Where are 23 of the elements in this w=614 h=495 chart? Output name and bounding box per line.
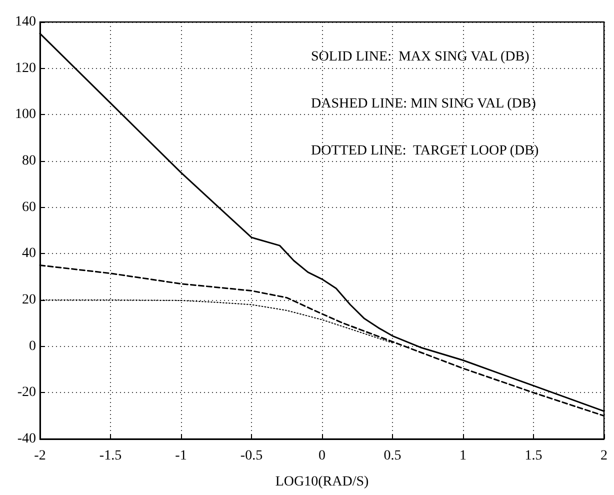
y-tick-label: 80 [22,154,36,168]
y-tick-label: 20 [22,292,36,308]
x-tick-label: 0.5 [384,448,402,464]
y-tick-label: 100 [15,107,36,122]
x-tick-label: 0 [318,448,326,464]
y-tick-label: 60 [22,200,36,215]
annotation: DASHED LINE: MIN SING VAL (DB) [311,96,536,112]
y-tick-label: 140 [15,14,36,30]
x-tick-label: 1 [460,448,466,464]
x-tick-label: 2 [600,448,608,464]
x-tick-label: 1.5 [524,448,542,464]
x-tick-label: -1 [175,448,187,464]
y-tick-label: 120 [15,60,36,76]
y-tick-label: 0 [29,338,36,354]
annotation: DOTTED LINE: TARGET LOOP (DB) [311,144,539,158]
annotation: SOLID LINE: MAX SING VAL (DB) [311,50,530,64]
y-tick-label: -20 [17,385,36,400]
x-tick-label: -1.5 [99,448,122,464]
x-tick-label: -0.5 [240,448,263,464]
x-axis-title: LOG10(RAD/S) [275,474,369,490]
x-tick-label: -2 [34,448,46,464]
y-tick-label: -40 [17,432,36,446]
y-tick-label: 40 [22,246,36,262]
